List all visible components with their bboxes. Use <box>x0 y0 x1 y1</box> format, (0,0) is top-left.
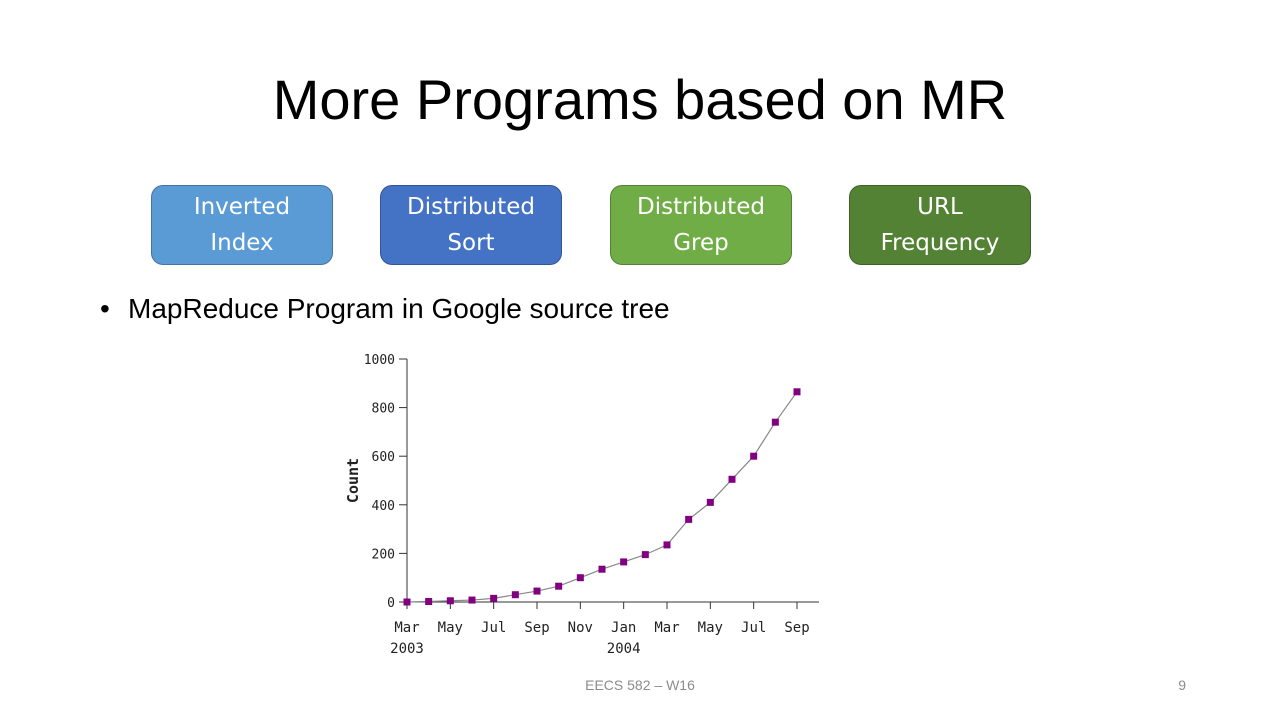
y-axis-label: Count <box>344 458 362 503</box>
distributed-grep-box: Distributed Grep <box>610 185 792 265</box>
y-tick-label: 400 <box>372 499 395 514</box>
data-point <box>750 452 758 460</box>
data-point <box>576 574 584 582</box>
data-point <box>490 594 498 602</box>
box-label-line2: Index <box>210 230 274 256</box>
data-point <box>555 582 563 590</box>
data-point <box>771 418 779 426</box>
x-tick-label: Sep <box>524 620 549 636</box>
x-year-label: 2004 <box>607 641 641 657</box>
y-tick-label: 1000 <box>364 353 395 368</box>
y-tick-label: 0 <box>387 596 395 611</box>
footer-text: EECS 582 – W16 <box>585 677 695 693</box>
data-point <box>685 515 693 523</box>
data-point <box>533 587 541 595</box>
data-point <box>446 597 454 605</box>
slide-title: More Programs based on MR <box>272 68 1008 131</box>
data-point <box>663 541 671 549</box>
bullet-text: MapReduce Program in Google source tree <box>128 293 670 324</box>
data-point <box>728 475 736 483</box>
y-tick-label: 800 <box>372 402 395 417</box>
x-tick-label: Jan <box>611 620 636 636</box>
inverted-index-box: Inverted Index <box>151 185 333 265</box>
data-point <box>598 565 606 573</box>
x-tick-label: Sep <box>784 620 809 636</box>
data-point <box>620 558 628 566</box>
x-year-label: 2003 <box>390 641 424 657</box>
data-point <box>468 596 476 604</box>
data-point <box>641 551 649 559</box>
data-point <box>403 598 411 606</box>
distributed-sort-box: Distributed Sort <box>380 185 562 265</box>
x-tick-label: Jul <box>741 620 766 636</box>
x-tick-label: Jul <box>481 620 506 636</box>
data-point <box>706 498 714 506</box>
box-label-line2: Sort <box>447 230 495 256</box>
box-label-line1: Distributed <box>637 194 765 220</box>
y-tick-label: 600 <box>372 450 395 465</box>
mapreduce-count-chart: 0 200 400 600 800 1000 Count Mar May Jul Sep Nov Jan… <box>344 353 819 657</box>
page-number: 9 <box>1178 677 1186 693</box>
x-tick-label: May <box>698 620 723 636</box>
box-label-line2: Grep <box>673 230 729 256</box>
url-frequency-box: URL Frequency <box>849 185 1031 265</box>
box-label-line1: Distributed <box>407 194 535 220</box>
data-point <box>793 388 801 396</box>
x-tick-label: Mar <box>394 620 419 636</box>
bullet-dot-icon: • <box>100 293 110 324</box>
y-tick-label: 200 <box>372 547 395 562</box>
data-point <box>511 591 519 599</box>
box-label-line1: Inverted <box>193 194 291 220</box>
x-tick-label: May <box>438 620 463 636</box>
data-point <box>425 598 433 606</box>
x-tick-label: Nov <box>568 620 593 636</box>
x-tick-label: Mar <box>654 620 679 636</box>
box-label-line1: URL <box>917 194 963 220</box>
bullet-item: • MapReduce Program in Google source tree <box>100 293 670 325</box>
box-label-line2: Frequency <box>880 230 1000 256</box>
